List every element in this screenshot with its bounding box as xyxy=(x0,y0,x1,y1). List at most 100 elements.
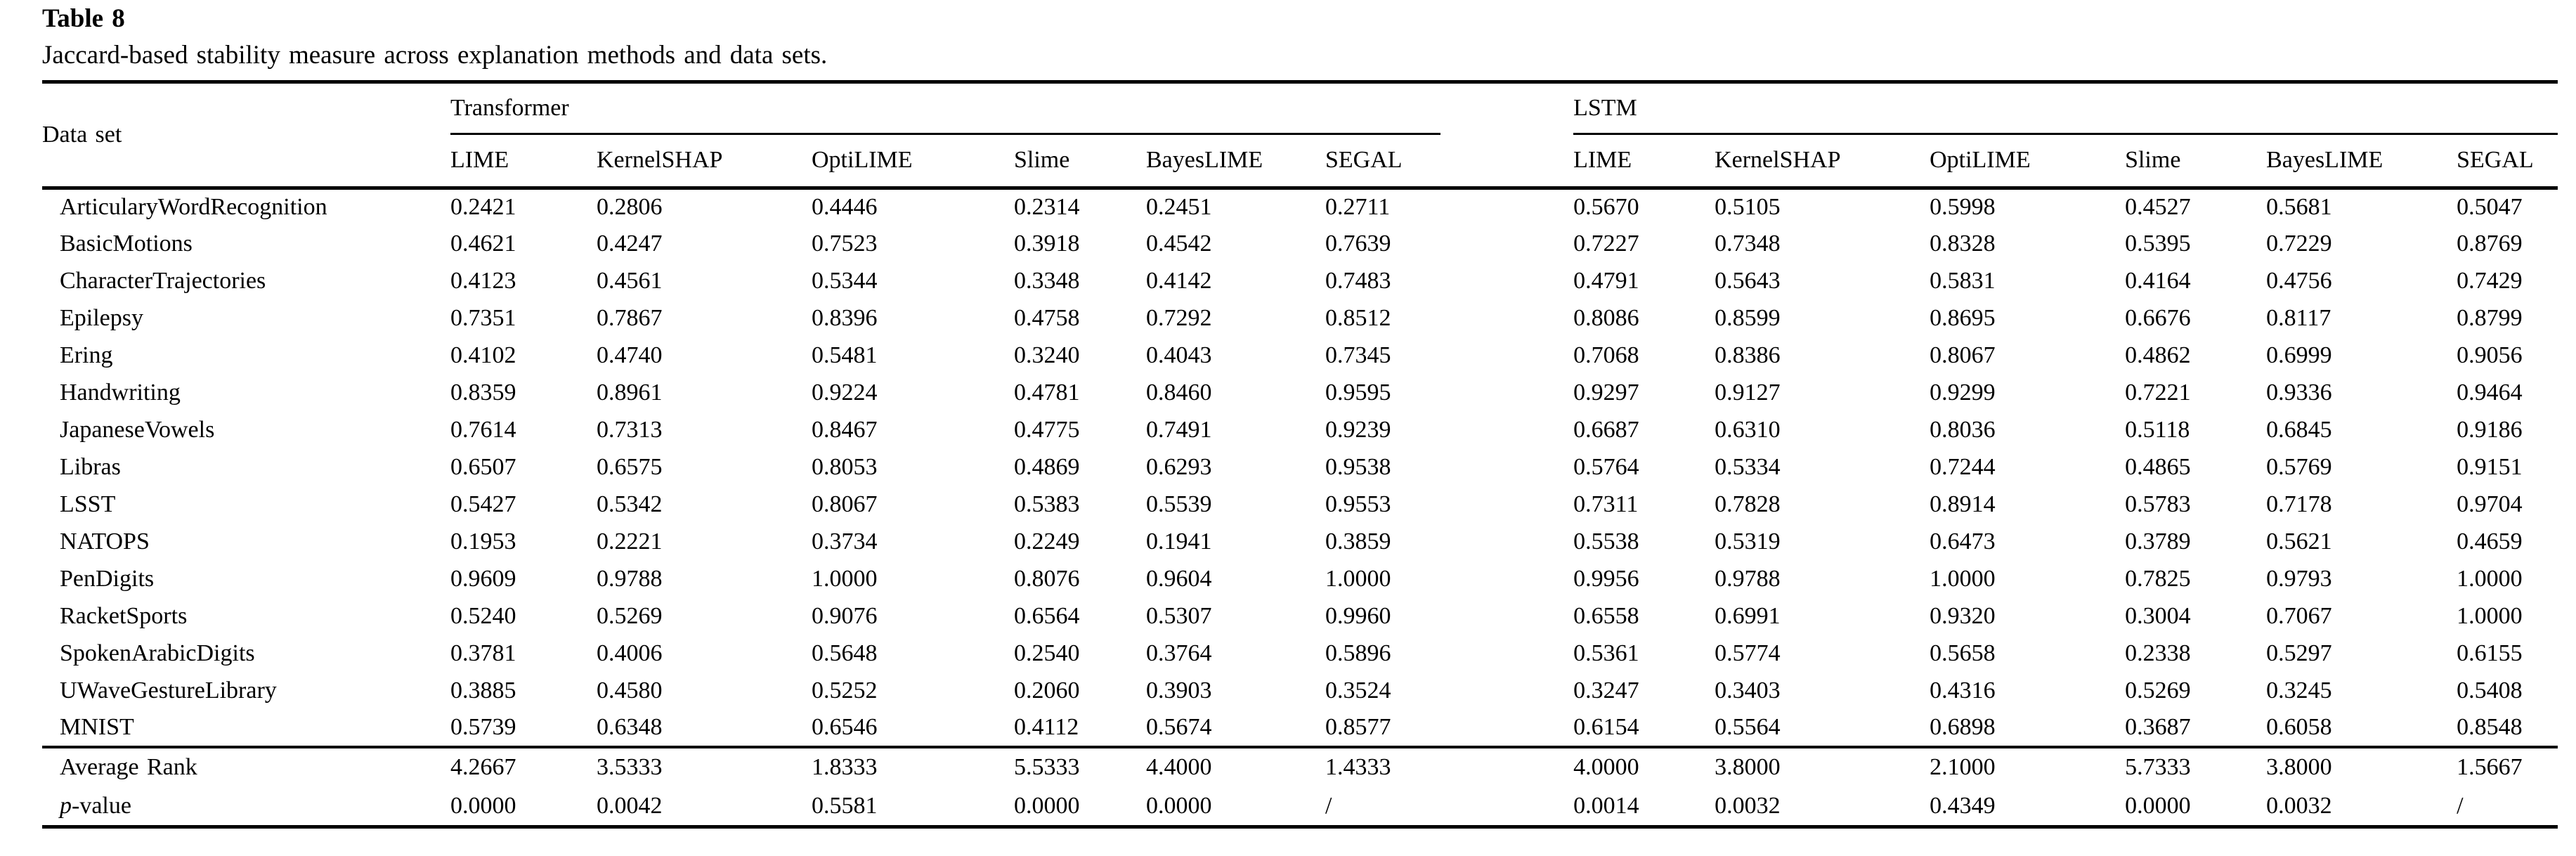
table-row: CharacterTrajectories 0.4123 0.4561 0.5344 0… xyxy=(42,263,2558,300)
table-row: Libras 0.6507 0.6575 0.8053 0.4869 0.6293 0.95… xyxy=(42,449,2558,486)
lstm-slime-value: 0.5118 xyxy=(2125,417,2190,443)
column-header-transformer-lime: LIME xyxy=(450,134,597,190)
transformer-segal-value: 0.9239 xyxy=(1325,417,1391,443)
transformer-segal-value: 0.8512 xyxy=(1325,305,1391,331)
transformer-segal-value: 0.8577 xyxy=(1325,714,1391,740)
transformer-segal-value: 0.9553 xyxy=(1325,491,1391,517)
lstm-slime-value: 0.4865 xyxy=(2125,454,2191,480)
transformer-optilime-value: 0.5581 xyxy=(812,792,878,819)
table-row: Epilepsy 0.7351 0.7867 0.8396 0.4758 0.7292 0.… xyxy=(42,300,2558,337)
column-header-transformer-slime: Slime xyxy=(1014,134,1146,190)
lstm-kernelshap-value: 0.5774 xyxy=(1715,640,1781,666)
table-row: JapaneseVowels 0.7614 0.7313 0.8467 0.4775 0.… xyxy=(42,412,2558,449)
lstm-slime-value: 5.7333 xyxy=(2125,754,2191,780)
lstm-kernelshap-value: 0.5643 xyxy=(1715,268,1781,294)
transformer-bayeslime-value: 0.8460 xyxy=(1146,380,1212,406)
summary-row: Average Rank 4.2667 3.5333 1.8333 5.5333 4.40… xyxy=(42,747,2558,787)
lstm-kernelshap-value: 0.0032 xyxy=(1715,792,1781,819)
table-body: ArticularyWordRecognition 0.2421 0.2806 0.4… xyxy=(42,188,2558,747)
lstm-kernelshap-value: 0.5564 xyxy=(1715,714,1781,740)
transformer-segal-value: 0.5896 xyxy=(1325,640,1391,666)
lstm-lime-value: 0.8086 xyxy=(1573,305,1639,331)
transformer-bayeslime-value: 4.4000 xyxy=(1146,754,1212,780)
dataset-name: MNIST xyxy=(60,714,134,740)
transformer-lime-value: 0.4621 xyxy=(450,231,516,257)
lstm-bayeslime-value: 0.9336 xyxy=(2266,380,2332,406)
lstm-optilime-value: 0.4316 xyxy=(1930,677,1996,703)
lstm-optilime-value: 0.7244 xyxy=(1930,454,1996,480)
transformer-slime-value: 0.2249 xyxy=(1014,528,1080,555)
column-header-lstm-kernelshap: KernelSHAP xyxy=(1715,134,1930,190)
table-row: UWaveGestureLibrary 0.3885 0.4580 0.5252 0.2… xyxy=(42,673,2558,710)
transformer-kernelshap-value: 0.7313 xyxy=(597,417,663,443)
transformer-optilime-value: 0.9224 xyxy=(812,380,878,406)
column-header-transformer-kernelshap: KernelSHAP xyxy=(597,134,812,190)
transformer-optilime-value: 0.8396 xyxy=(812,305,878,331)
lstm-bayeslime-value: 0.8117 xyxy=(2266,305,2331,331)
dataset-name: JapaneseVowels xyxy=(60,417,215,443)
lstm-segal-value: 0.5047 xyxy=(2457,194,2523,221)
transformer-optilime-value: 1.8333 xyxy=(812,754,878,780)
table-row: ArticularyWordRecognition 0.2421 0.2806 0.4… xyxy=(42,188,2558,226)
summary-row-label: Average Rank xyxy=(60,754,197,780)
transformer-kernelshap-value: 0.4006 xyxy=(597,640,663,666)
transformer-bayeslime-value: 0.4043 xyxy=(1146,342,1212,368)
table-row: NATOPS 0.1953 0.2221 0.3734 0.2249 0.1941 0.38… xyxy=(42,524,2558,561)
transformer-optilime-value: 0.8467 xyxy=(812,417,878,443)
transformer-slime-value: 0.0000 xyxy=(1014,792,1080,819)
transformer-optilime-value: 1.0000 xyxy=(812,566,878,592)
lstm-bayeslime-value: 0.5621 xyxy=(2266,528,2332,555)
transformer-segal-value: 1.4333 xyxy=(1325,754,1391,780)
transformer-optilime-value: 0.3734 xyxy=(812,528,878,555)
transformer-slime-value: 0.4775 xyxy=(1014,417,1080,443)
transformer-lime-value: 0.3781 xyxy=(450,640,516,666)
lstm-segal-value: 0.9704 xyxy=(2457,491,2523,517)
transformer-segal-value: 0.9960 xyxy=(1325,603,1391,629)
lstm-bayeslime-value: 0.7178 xyxy=(2266,491,2332,517)
lstm-segal-value: 0.8548 xyxy=(2457,714,2523,740)
lstm-lime-value: 0.9297 xyxy=(1573,380,1639,406)
lstm-slime-value: 0.0000 xyxy=(2125,792,2191,819)
transformer-bayeslime-value: 0.4542 xyxy=(1146,231,1212,257)
lstm-optilime-value: 1.0000 xyxy=(1930,566,1996,592)
lstm-bayeslime-value: 0.3245 xyxy=(2266,677,2332,703)
transformer-optilime-value: 0.8067 xyxy=(812,491,878,517)
lstm-bayeslime-value: 0.7067 xyxy=(2266,603,2332,629)
lstm-optilime-value: 0.9299 xyxy=(1930,380,1996,406)
transformer-slime-value: 0.5383 xyxy=(1014,491,1080,517)
lstm-optilime-value: 0.5998 xyxy=(1930,194,1996,221)
lstm-kernelshap-value: 0.8386 xyxy=(1715,342,1781,368)
transformer-kernelshap-value: 0.4561 xyxy=(597,268,663,294)
table-row: SpokenArabicDigits 0.3781 0.4006 0.5648 0.25… xyxy=(42,635,2558,673)
transformer-segal-value: 0.3524 xyxy=(1325,677,1391,703)
lstm-segal-value: / xyxy=(2457,792,2464,819)
lstm-kernelshap-value: 0.9788 xyxy=(1715,566,1781,592)
transformer-lime-value: 0.5739 xyxy=(450,714,516,740)
lstm-optilime-value: 0.8328 xyxy=(1930,231,1996,257)
dataset-name: LSST xyxy=(60,491,116,517)
transformer-lime-value: 0.6507 xyxy=(450,454,516,480)
lstm-bayeslime-value: 0.6058 xyxy=(2266,714,2332,740)
column-group-lstm: LSTM xyxy=(1573,94,1637,121)
lstm-kernelshap-value: 0.5105 xyxy=(1715,194,1781,221)
transformer-kernelshap-value: 0.7867 xyxy=(597,305,663,331)
table-row: BasicMotions 0.4621 0.4247 0.7523 0.3918 0.45… xyxy=(42,226,2558,263)
lstm-slime-value: 0.5269 xyxy=(2125,677,2191,703)
transformer-lime-value: 0.4102 xyxy=(450,342,516,368)
lstm-slime-value: 0.7221 xyxy=(2125,380,2191,406)
transformer-lime-value: 0.8359 xyxy=(450,380,516,406)
lstm-optilime-value: 0.6473 xyxy=(1930,528,1996,555)
lstm-optilime-value: 0.8695 xyxy=(1930,305,1996,331)
transformer-lime-value: 0.7351 xyxy=(450,305,516,331)
table-row: RacketSports 0.5240 0.5269 0.9076 0.6564 0.53… xyxy=(42,598,2558,635)
transformer-kernelshap-value: 0.9788 xyxy=(597,566,663,592)
lstm-kernelshap-value: 0.7348 xyxy=(1715,231,1781,257)
transformer-bayeslime-value: 0.0000 xyxy=(1146,792,1212,819)
dataset-name: CharacterTrajectories xyxy=(60,268,266,294)
transformer-lime-value: 0.3885 xyxy=(450,677,516,703)
transformer-slime-value: 0.2314 xyxy=(1014,194,1080,221)
transformer-slime-value: 5.5333 xyxy=(1014,754,1080,780)
dataset-name: NATOPS xyxy=(60,528,150,555)
lstm-slime-value: 0.4164 xyxy=(2125,268,2191,294)
lstm-optilime-value: 0.8036 xyxy=(1930,417,1996,443)
